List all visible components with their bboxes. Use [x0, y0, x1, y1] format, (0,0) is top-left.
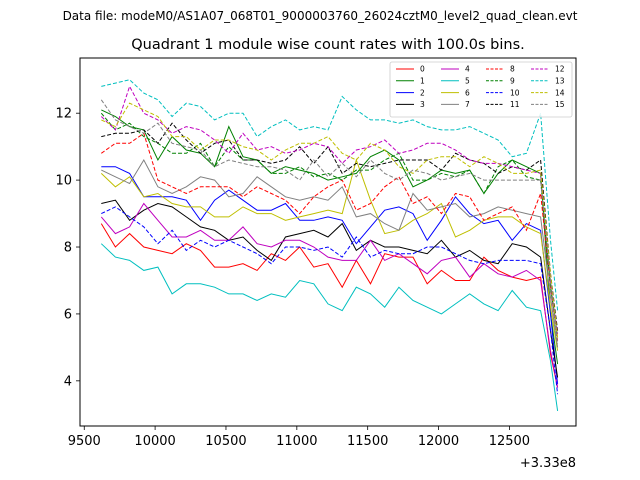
x-offset-label: +3.33e8 [520, 456, 576, 471]
legend-box [389, 61, 573, 118]
series-line-1 [101, 109, 559, 365]
y-tick-label: 8 [64, 241, 72, 256]
x-tick-label: 9500 [68, 434, 101, 449]
legend-label-0: 0 [420, 65, 425, 74]
series-line-13 [101, 79, 559, 311]
legend-label-4: 4 [465, 65, 470, 74]
series-line-14 [101, 102, 559, 338]
y-tick-label: 12 [55, 107, 72, 122]
legend-label-3: 3 [420, 100, 425, 109]
x-tick-label: 10000 [134, 434, 175, 449]
x-tick-label: 12000 [418, 434, 459, 449]
series-line-9 [100, 112, 559, 338]
x-tick-label: 12500 [489, 434, 530, 449]
series-line-6 [100, 158, 559, 351]
series-line-5 [100, 243, 559, 411]
legend-label-12: 12 [555, 65, 565, 74]
x-tick-label: 11500 [347, 434, 388, 449]
figure-suptitle: Data file: modeM0/AS1A07_068T01_90000037… [63, 9, 578, 23]
x-tick-label: 10500 [205, 434, 246, 449]
y-tick-label: 10 [55, 174, 72, 189]
legend-label-14: 14 [555, 88, 565, 97]
legend-label-2: 2 [420, 88, 425, 97]
chart-title: Quadrant 1 module wise count rates with … [131, 37, 525, 53]
series-line-0 [100, 223, 559, 388]
legend-label-13: 13 [555, 77, 565, 86]
series-line-12 [100, 85, 559, 335]
legend-label-5: 5 [465, 77, 470, 86]
series-line-11 [101, 122, 559, 331]
series-line-8 [101, 132, 559, 341]
series-line-4 [100, 202, 559, 388]
legend-label-8: 8 [510, 65, 515, 74]
legend-label-1: 1 [420, 77, 425, 86]
x-tick-label: 11000 [276, 434, 317, 449]
y-tick-label: 6 [64, 307, 72, 322]
legend-label-9: 9 [510, 77, 515, 86]
series-layer [100, 79, 559, 411]
legend-label-15: 15 [555, 100, 565, 109]
plot-frame [79, 57, 577, 427]
series-line-7 [101, 158, 559, 348]
axis-layer: 9500 10000 10500 11000 11500 12000 12500 4 6 8 10 1… [55, 107, 530, 449]
legend-label-6: 6 [465, 88, 470, 97]
legend-label-10: 10 [510, 88, 520, 97]
legend-label-11: 11 [510, 100, 520, 109]
y-tick-label: 4 [64, 374, 72, 389]
legend-label-7: 7 [465, 100, 470, 109]
series-line-15 [100, 99, 559, 345]
series-line-2 [101, 166, 559, 385]
series-line-10 [101, 206, 559, 395]
series-line-3 [101, 199, 559, 378]
